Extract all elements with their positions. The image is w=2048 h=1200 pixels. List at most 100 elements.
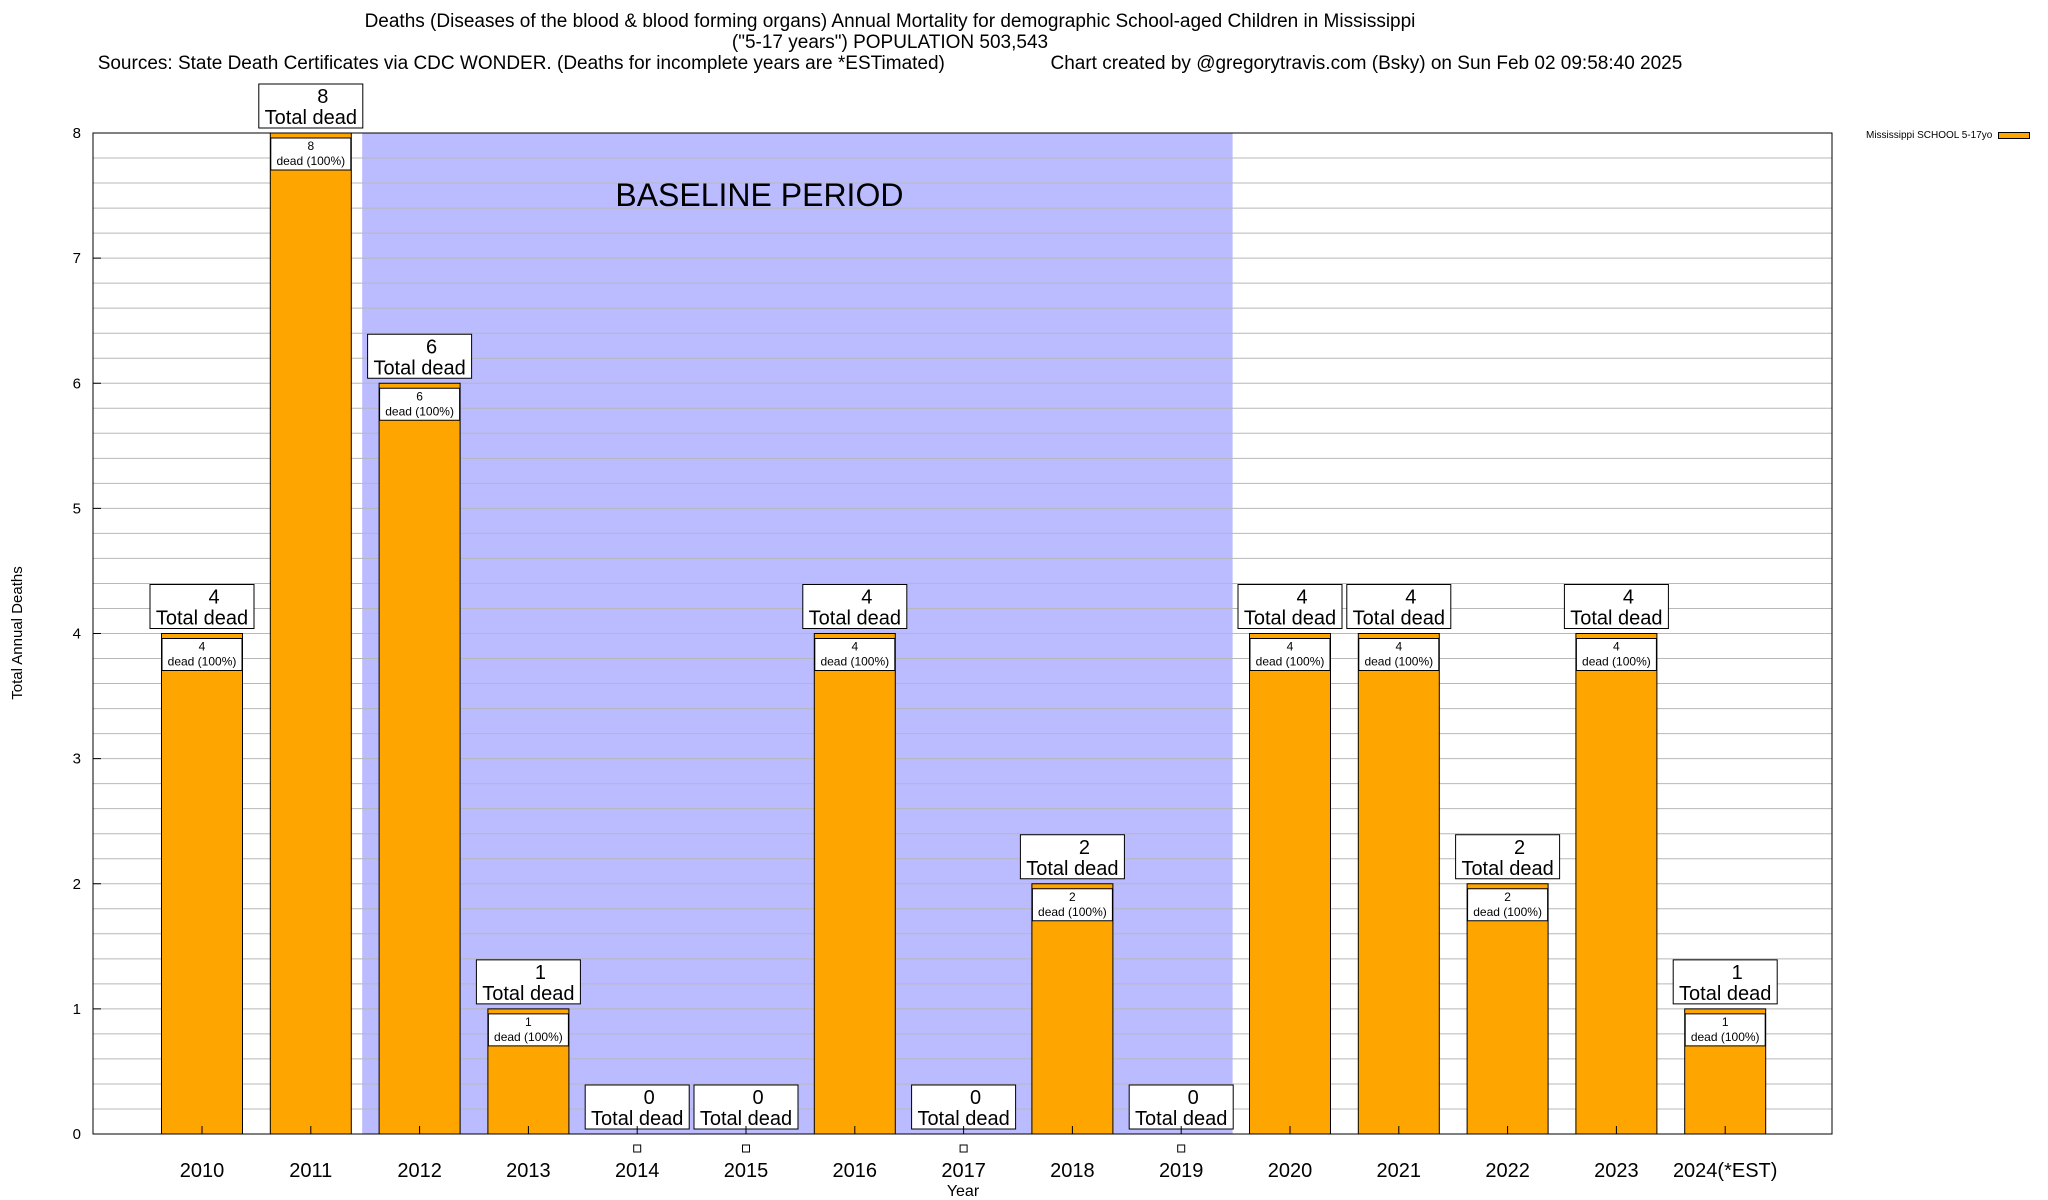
total-text-label: Total dead bbox=[482, 983, 574, 1005]
inner-label-box bbox=[1249, 638, 1331, 671]
total-text-label: Total dead bbox=[373, 357, 465, 379]
total-text-label: Total dead bbox=[700, 1108, 792, 1130]
plot-border bbox=[92, 132, 1833, 1135]
y-axis-label: Total Annual Deaths bbox=[9, 566, 26, 699]
inner-pct-label: dead (100%) bbox=[1256, 655, 1325, 669]
total-label-box bbox=[1346, 584, 1452, 629]
x-tick-label: 2016 bbox=[833, 1160, 878, 1182]
inner-label-box bbox=[1575, 638, 1657, 671]
inner-pct-label: dead (100%) bbox=[1691, 1030, 1760, 1044]
x-tick-label: 2021 bbox=[1377, 1160, 1422, 1182]
inner-label-box bbox=[379, 387, 461, 421]
inner-label-box bbox=[1684, 1013, 1766, 1047]
inner-pct-label: dead (100%) bbox=[1364, 655, 1433, 669]
inner-label-box bbox=[1358, 638, 1440, 671]
bar bbox=[1575, 633, 1658, 1135]
y-tick-label: 8 bbox=[73, 125, 81, 142]
inner-value-label: 2 bbox=[1069, 890, 1076, 904]
chart-title: Deaths (Diseases of the blood & blood fo… bbox=[364, 11, 1416, 32]
total-label-box bbox=[1237, 584, 1343, 629]
bar bbox=[1031, 883, 1114, 1135]
legend-label: Mississippi SCHOOL 5-17yo bbox=[1866, 130, 1993, 141]
inner-pct-label: dead (100%) bbox=[276, 154, 345, 168]
total-text-label: Total dead bbox=[591, 1108, 683, 1130]
y-tick-label: 5 bbox=[73, 500, 81, 517]
inner-label-box bbox=[1031, 888, 1113, 922]
inner-pct-label: dead (100%) bbox=[820, 655, 889, 669]
total-label-box bbox=[911, 1084, 1017, 1130]
y-tick-label: 6 bbox=[73, 375, 81, 392]
total-value-label: 4 bbox=[861, 587, 872, 609]
legend: Mississippi SCHOOL 5-17yo bbox=[1866, 130, 2031, 141]
x-tick-label: 2015 bbox=[724, 1160, 769, 1182]
inner-value-label: 4 bbox=[199, 640, 206, 654]
total-label-box bbox=[475, 959, 581, 1005]
total-text-label: Total dead bbox=[1461, 858, 1553, 880]
inner-value-label: 8 bbox=[307, 139, 314, 153]
total-value-label: 4 bbox=[1405, 587, 1416, 609]
inner-pct-label: dead (100%) bbox=[494, 1030, 563, 1044]
total-text-label: Total dead bbox=[1570, 608, 1662, 630]
total-text-label: Total dead bbox=[917, 1108, 1009, 1130]
total-value-label: 0 bbox=[644, 1087, 655, 1109]
total-label-box bbox=[584, 1084, 690, 1130]
total-value-label: 8 bbox=[317, 86, 328, 108]
x-tick-label: 2024(*EST) bbox=[1673, 1160, 1778, 1182]
inner-pct-label: dead (100%) bbox=[385, 404, 454, 418]
zero-marker bbox=[742, 1144, 750, 1153]
total-label-box bbox=[1455, 834, 1561, 880]
bar bbox=[1466, 883, 1549, 1135]
x-tick-label: 2019 bbox=[1159, 1160, 1204, 1182]
y-tick-label: 2 bbox=[73, 876, 81, 893]
total-value-label: 1 bbox=[1732, 962, 1743, 984]
x-tick-label: 2011 bbox=[289, 1160, 332, 1182]
total-value-label: 2 bbox=[1514, 837, 1525, 859]
total-label-box bbox=[802, 584, 908, 629]
inner-label-box bbox=[270, 137, 352, 171]
baseline-label: BASELINE PERIOD bbox=[615, 177, 903, 213]
bar bbox=[269, 132, 352, 1135]
total-label-box bbox=[258, 83, 364, 129]
total-label-box bbox=[367, 333, 473, 379]
x-tick-label: 2022 bbox=[1485, 1160, 1530, 1182]
y-tick-label: 1 bbox=[73, 1001, 81, 1018]
inner-value-label: 6 bbox=[416, 389, 423, 403]
chart-sources: Sources: State Death Certificates via CD… bbox=[97, 53, 945, 74]
total-text-label: Total dead bbox=[156, 608, 248, 630]
total-text-label: Total dead bbox=[265, 107, 357, 129]
legend-swatch bbox=[1998, 132, 2031, 139]
total-label-box bbox=[1019, 834, 1125, 880]
total-text-label: Total dead bbox=[1026, 858, 1118, 880]
total-label-box bbox=[149, 584, 255, 629]
x-tick-label: 2017 bbox=[941, 1160, 986, 1182]
total-value-label: 2 bbox=[1079, 837, 1090, 859]
total-value-label: 0 bbox=[970, 1087, 981, 1109]
inner-value-label: 2 bbox=[1504, 890, 1511, 904]
total-value-label: 6 bbox=[426, 336, 437, 358]
inner-label-box bbox=[1467, 888, 1549, 922]
total-text-label: Total dead bbox=[1353, 608, 1445, 630]
total-value-label: 4 bbox=[208, 587, 219, 609]
y-tick-label: 4 bbox=[73, 626, 81, 643]
zero-marker bbox=[959, 1144, 968, 1153]
total-text-label: Total dead bbox=[1244, 608, 1336, 630]
bar bbox=[1249, 633, 1331, 1135]
x-tick-label: 2013 bbox=[506, 1160, 551, 1182]
x-tick-label: 2023 bbox=[1594, 1160, 1639, 1182]
total-label-box bbox=[1563, 584, 1669, 629]
total-label-box bbox=[693, 1084, 799, 1130]
total-value-label: 4 bbox=[1296, 587, 1307, 609]
inner-value-label: 4 bbox=[1395, 640, 1402, 654]
chart-sources-credit: Sources: State Death Certificates via CD… bbox=[0, 54, 1780, 74]
inner-pct-label: dead (100%) bbox=[1038, 905, 1107, 919]
inner-value-label: 1 bbox=[525, 1015, 532, 1029]
total-value-label: 1 bbox=[535, 962, 546, 984]
x-tick-label: 2014 bbox=[615, 1160, 660, 1182]
x-tick-label: 2012 bbox=[397, 1160, 442, 1182]
inner-label-box bbox=[161, 638, 243, 671]
total-label-box bbox=[1672, 959, 1778, 1005]
total-value-label: 4 bbox=[1623, 587, 1634, 609]
zero-marker bbox=[633, 1144, 642, 1153]
y-tick-label: 0 bbox=[73, 1126, 81, 1143]
